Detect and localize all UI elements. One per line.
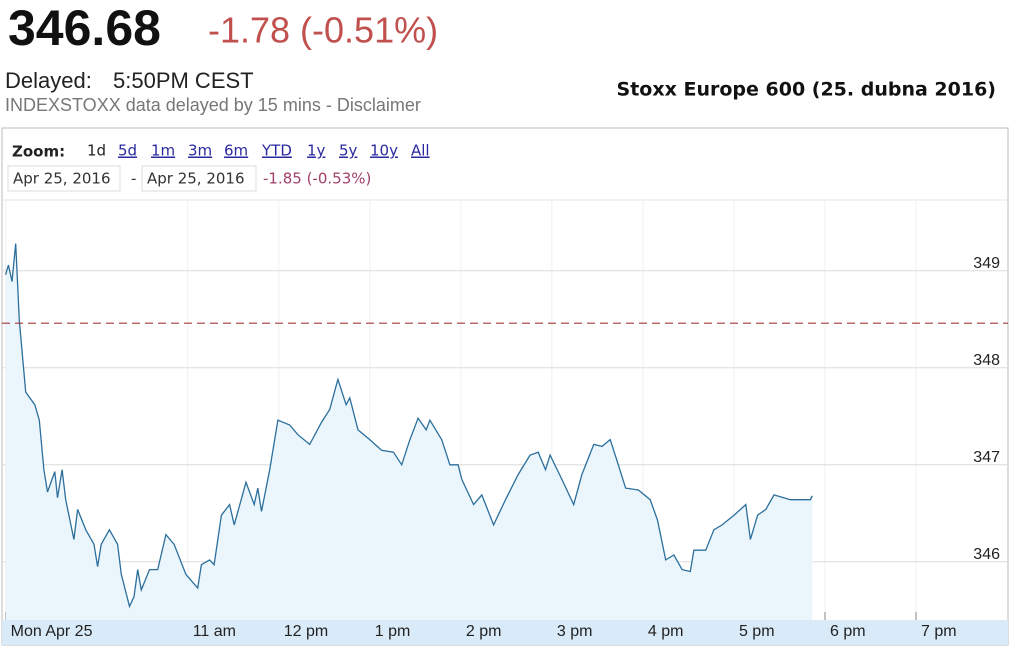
zoom-option[interactable]: 5y — [339, 142, 358, 160]
date-to-box[interactable] — [141, 165, 257, 192]
x-tick-label: Mon Apr 25 — [11, 623, 93, 640]
delayed-label: Delayed: — [5, 68, 92, 93]
area — [5, 243, 813, 620]
x-axis-band — [2, 620, 1008, 645]
disclaimer: INDEXSTOXX data delayed by 15 mins - Dis… — [5, 95, 421, 115]
zoom-option[interactable]: 5d — [118, 142, 137, 160]
y-tick-label: 346 — [973, 546, 1000, 563]
x-tick-label: 6 pm — [830, 623, 866, 640]
zoom-option[interactable]: 1m — [151, 142, 175, 160]
zoom-option[interactable]: 1y — [307, 142, 326, 160]
x-tick-label: 3 pm — [557, 623, 593, 640]
x-tick-label: 4 pm — [648, 623, 684, 640]
zoom-option[interactable]: All — [411, 142, 430, 160]
x-tick-label: 1 pm — [375, 623, 411, 640]
date-to[interactable]: Apr 25, 2016 — [147, 170, 245, 188]
x-tick-label: 2 pm — [466, 623, 502, 640]
x-tick-label: 5 pm — [739, 623, 775, 640]
x-tick-label: 12 pm — [284, 623, 328, 640]
zoom-option[interactable]: 1d — [87, 142, 106, 160]
x-tick-label: 11 am — [193, 623, 236, 640]
zoom-option[interactable]: 6m — [224, 142, 248, 160]
zoom-option[interactable]: 3m — [188, 142, 212, 160]
price: 346.68 — [8, 0, 161, 56]
price-change: -1.78 (-0.51%) — [208, 10, 438, 51]
y-tick-label: 348 — [973, 352, 1000, 369]
delayed-time: 5:50PM CEST — [113, 68, 254, 93]
date-separator: - — [131, 170, 136, 188]
y-tick-label: 347 — [973, 449, 1000, 466]
line — [4, 243, 813, 609]
date-from-box[interactable] — [7, 165, 121, 192]
date-from[interactable]: Apr 25, 2016 — [13, 170, 111, 188]
x-tick-label: 7 pm — [921, 623, 957, 640]
chart-title: Stoxx Europe 600 (25. dubna 2016) — [617, 79, 996, 101]
zoom-option[interactable]: 10y — [370, 142, 398, 160]
range-change: -1.85 (-0.53%) — [263, 170, 371, 188]
y-tick-label: 349 — [973, 255, 1000, 272]
zoom-label: Zoom: — [12, 143, 65, 161]
zoom-option[interactable]: YTD — [261, 142, 292, 160]
